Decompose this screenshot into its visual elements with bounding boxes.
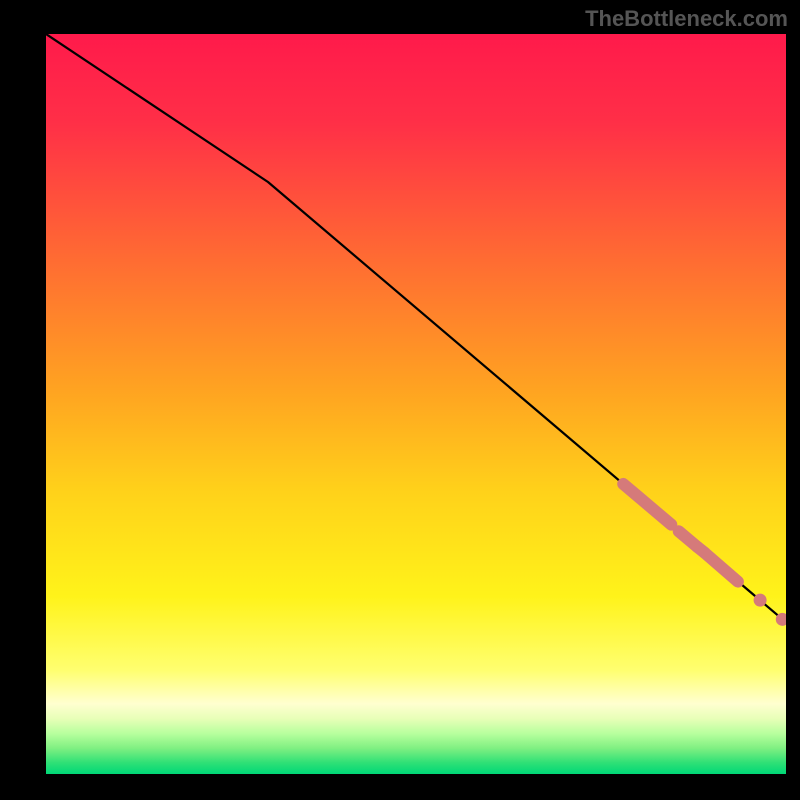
chart-overlay [46,34,786,774]
plot-area [46,34,786,774]
marker-segment [623,484,671,525]
marker-dot [754,594,767,607]
marker-segments [623,484,738,582]
marker-segment [705,553,738,582]
watermark-text: TheBottleneck.com [585,6,788,32]
chart-container: TheBottleneck.com [0,0,800,800]
